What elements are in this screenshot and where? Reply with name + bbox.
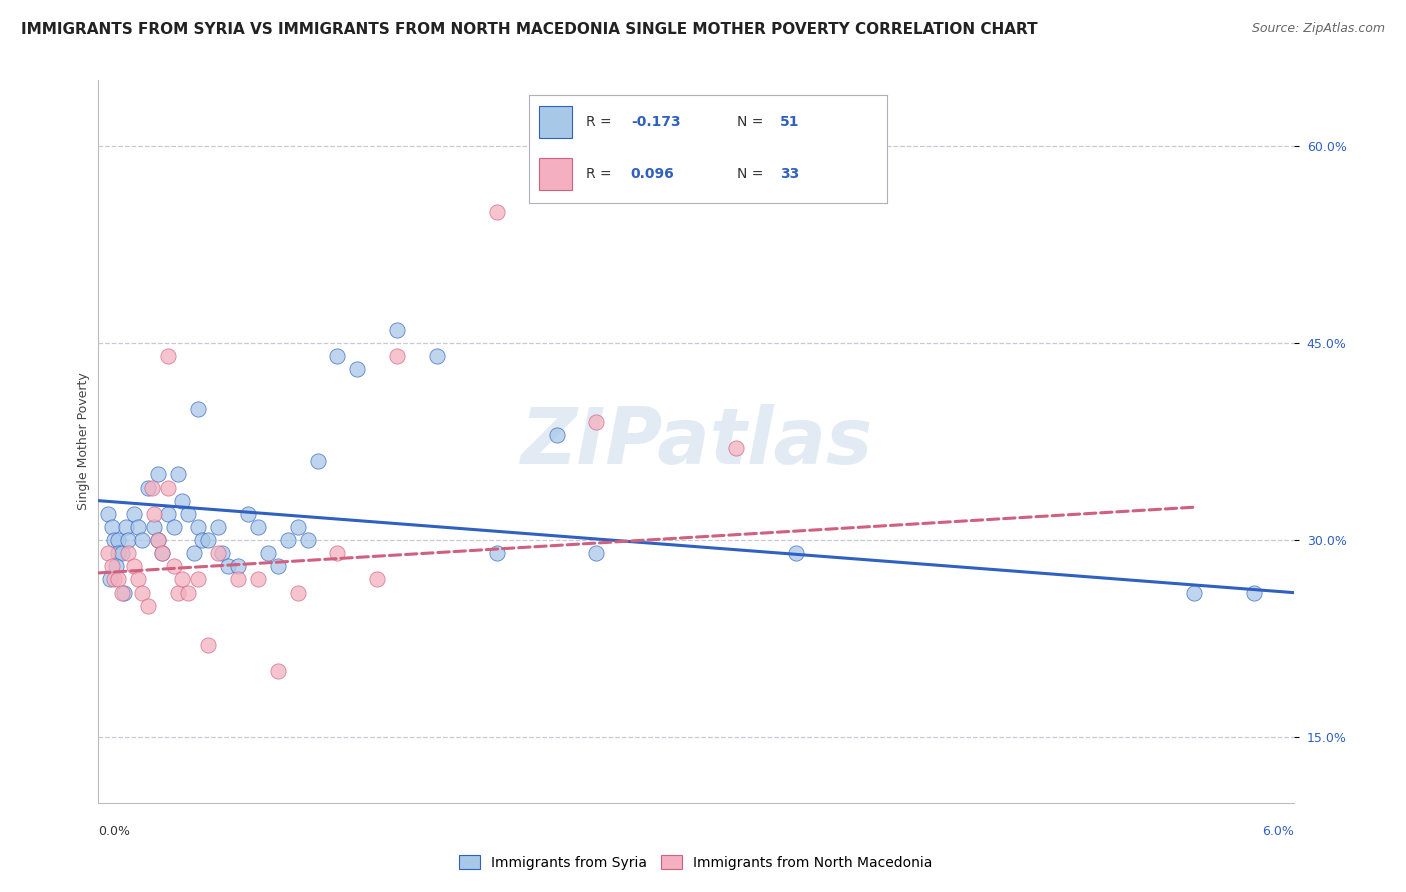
- Point: [167, 467, 190, 482]
- Point: [163, 559, 186, 574]
- Point: [1182, 585, 1205, 599]
- Point: [485, 546, 508, 560]
- Point: [197, 533, 219, 547]
- Point: [177, 585, 200, 599]
- Point: [426, 349, 449, 363]
- Point: [197, 638, 219, 652]
- Point: [103, 533, 125, 547]
- Y-axis label: Single Mother Poverty: Single Mother Poverty: [77, 373, 90, 510]
- Point: [307, 454, 329, 468]
- Text: 6.0%: 6.0%: [1261, 825, 1294, 838]
- Point: [207, 520, 229, 534]
- Point: [136, 481, 159, 495]
- Point: [105, 559, 128, 574]
- Point: [107, 573, 129, 587]
- Point: [124, 559, 146, 574]
- Point: [226, 573, 249, 587]
- Point: [136, 599, 159, 613]
- Point: [183, 546, 205, 560]
- Point: [287, 585, 309, 599]
- Point: [207, 546, 229, 560]
- Point: [346, 362, 368, 376]
- Point: [103, 573, 125, 587]
- Point: [107, 533, 129, 547]
- Point: [111, 546, 134, 560]
- Point: [115, 520, 138, 534]
- Point: [127, 520, 149, 534]
- Point: [785, 546, 807, 560]
- Point: [187, 520, 209, 534]
- Point: [236, 507, 259, 521]
- Point: [267, 559, 290, 574]
- Point: [187, 401, 209, 416]
- Point: [177, 507, 200, 521]
- Point: [101, 520, 124, 534]
- Point: [1243, 585, 1265, 599]
- Point: [124, 507, 146, 521]
- Text: IMMIGRANTS FROM SYRIA VS IMMIGRANTS FROM NORTH MACEDONIA SINGLE MOTHER POVERTY C: IMMIGRANTS FROM SYRIA VS IMMIGRANTS FROM…: [21, 22, 1038, 37]
- Point: [585, 415, 607, 429]
- Point: [157, 349, 180, 363]
- Point: [172, 493, 194, 508]
- Point: [585, 546, 607, 560]
- Point: [157, 481, 180, 495]
- Point: [246, 573, 269, 587]
- Point: [98, 573, 122, 587]
- Point: [287, 520, 309, 534]
- Point: [141, 481, 163, 495]
- Point: [111, 585, 134, 599]
- Point: [246, 520, 269, 534]
- Point: [256, 546, 278, 560]
- Point: [297, 533, 319, 547]
- Point: [157, 507, 180, 521]
- Text: Source: ZipAtlas.com: Source: ZipAtlas.com: [1251, 22, 1385, 36]
- Point: [163, 520, 186, 534]
- Point: [167, 585, 190, 599]
- Point: [211, 546, 233, 560]
- Point: [97, 546, 120, 560]
- Legend: Immigrants from Syria, Immigrants from North Macedonia: Immigrants from Syria, Immigrants from N…: [454, 849, 938, 875]
- Point: [148, 533, 170, 547]
- Point: [724, 441, 747, 455]
- Point: [326, 349, 349, 363]
- Point: [101, 559, 124, 574]
- Text: ZIPatlas: ZIPatlas: [520, 403, 872, 480]
- Point: [131, 533, 153, 547]
- Point: [217, 559, 239, 574]
- Point: [172, 573, 194, 587]
- Point: [143, 520, 166, 534]
- Point: [187, 573, 209, 587]
- Point: [117, 533, 139, 547]
- Point: [366, 573, 388, 587]
- Point: [150, 546, 173, 560]
- Point: [97, 507, 120, 521]
- Point: [326, 546, 349, 560]
- Point: [385, 349, 409, 363]
- Point: [148, 533, 170, 547]
- Point: [150, 546, 173, 560]
- Point: [267, 665, 290, 679]
- Point: [112, 585, 135, 599]
- Point: [385, 323, 409, 337]
- Point: [148, 467, 170, 482]
- Point: [191, 533, 214, 547]
- Point: [131, 585, 153, 599]
- Point: [485, 204, 508, 219]
- Point: [546, 428, 568, 442]
- Point: [107, 546, 129, 560]
- Point: [277, 533, 299, 547]
- Point: [127, 573, 149, 587]
- Text: 0.0%: 0.0%: [98, 825, 131, 838]
- Point: [117, 546, 139, 560]
- Point: [143, 507, 166, 521]
- Point: [226, 559, 249, 574]
